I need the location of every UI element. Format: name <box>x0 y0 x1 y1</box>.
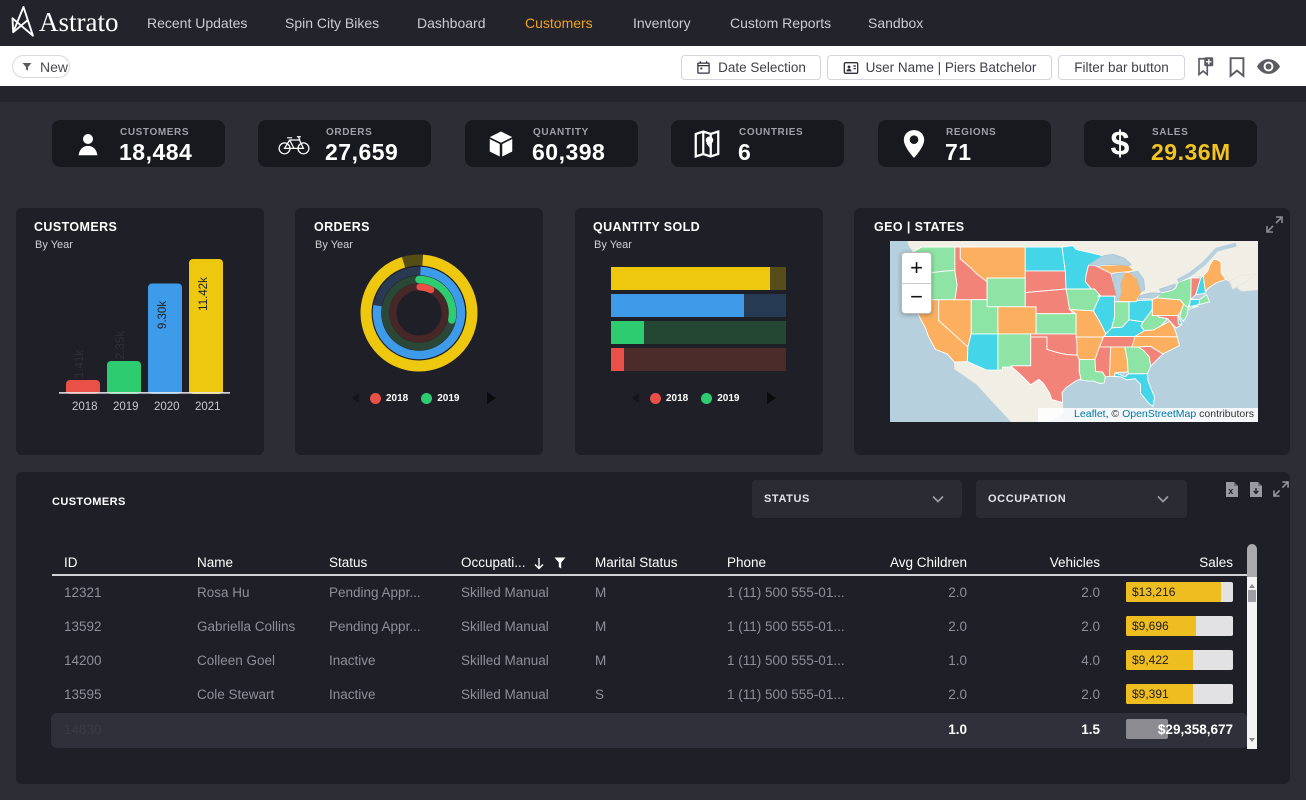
svg-text:9.30k: 9.30k <box>157 301 169 329</box>
svg-text:2.35k: 2.35k <box>115 331 127 359</box>
svg-text:1.41k: 1.41k <box>74 350 86 378</box>
svg-text:x: x <box>1228 486 1233 496</box>
svg-text:11.42k: 11.42k <box>198 277 210 311</box>
